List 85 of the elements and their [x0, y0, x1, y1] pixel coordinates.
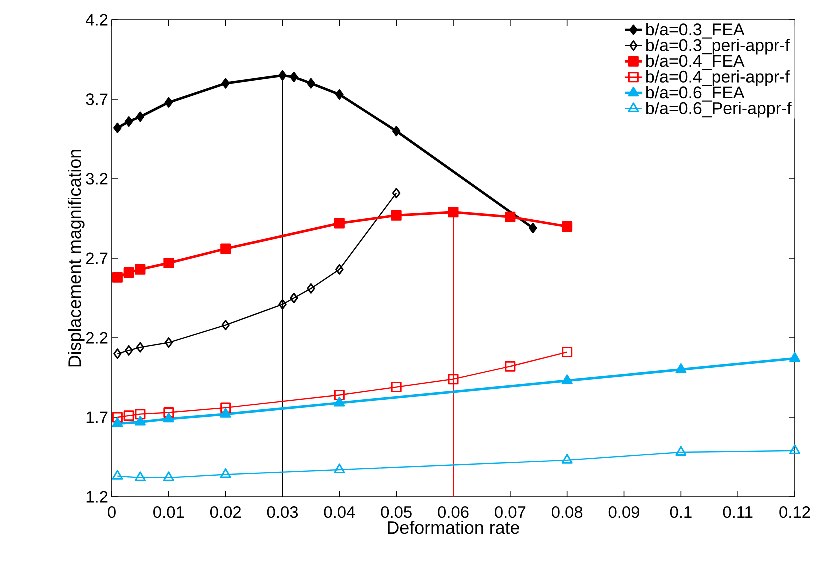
point — [164, 258, 174, 269]
legend-label: b/a=0.4_peri-appr-f — [646, 70, 790, 86]
point — [112, 418, 124, 428]
point — [112, 272, 123, 283]
x-tick-label: 0.03 — [267, 506, 298, 518]
point — [334, 396, 346, 407]
point — [114, 122, 122, 134]
point — [278, 299, 287, 310]
point — [164, 407, 174, 418]
legend-label: b/a=0.3_peri-appr-f — [646, 38, 790, 55]
point — [290, 292, 298, 304]
x-tick-label: 0.07 — [495, 506, 526, 518]
point — [112, 470, 124, 480]
x-axis-title: Deformation rate — [388, 520, 520, 534]
point — [163, 412, 174, 423]
point — [220, 468, 232, 478]
y-axis-title: Displacement magnification — [68, 150, 85, 367]
point — [124, 268, 134, 278]
point — [124, 345, 134, 356]
point — [134, 472, 146, 482]
point — [676, 446, 687, 456]
point — [334, 390, 345, 400]
y-tick-label: 3.2 — [86, 173, 108, 185]
point — [789, 444, 801, 454]
x-tick-label: 0 — [108, 506, 116, 518]
legend-label: b/a=0.6_FEA — [646, 86, 745, 102]
point — [448, 207, 459, 218]
point — [562, 374, 573, 384]
point — [336, 89, 344, 100]
legend-label: b/a=0.6_Peri-appr-f — [646, 102, 792, 118]
point — [391, 382, 402, 393]
legend-label: b/a=0.3_FEA — [646, 23, 745, 39]
x-tick-label: 0.04 — [324, 506, 356, 518]
point — [334, 218, 345, 229]
x-tick-label: 0.01 — [154, 506, 184, 518]
x-tick-label: 0.11 — [723, 506, 753, 518]
point — [220, 402, 232, 414]
point — [136, 342, 145, 353]
point — [222, 320, 230, 331]
point — [220, 244, 232, 254]
point — [562, 347, 573, 358]
point — [134, 416, 146, 426]
x-tick-label: 0.08 — [552, 506, 583, 518]
point — [505, 212, 516, 222]
y-tick-label: 4.2 — [86, 14, 108, 26]
x-tick-label: 0.12 — [780, 506, 810, 518]
x-tick-label: 0.09 — [608, 506, 640, 518]
legend-label: b/a=0.4_FEA — [646, 54, 745, 70]
point — [164, 338, 174, 348]
point — [676, 364, 687, 374]
point — [290, 72, 298, 82]
point — [135, 409, 146, 420]
point — [135, 264, 146, 275]
point — [114, 348, 122, 360]
point — [505, 361, 516, 372]
point — [392, 126, 401, 137]
y-tick-label: 2.7 — [86, 252, 108, 264]
point — [562, 454, 573, 464]
point — [334, 464, 346, 474]
point — [391, 210, 402, 221]
point — [136, 112, 145, 122]
point — [307, 78, 316, 89]
y-tick-label: 1.2 — [86, 491, 108, 503]
point — [392, 188, 401, 199]
y-tick-label: 3.7 — [86, 94, 108, 106]
point — [124, 116, 134, 128]
point — [336, 264, 344, 275]
point — [124, 410, 134, 422]
point — [278, 70, 287, 81]
x-tick-label: 0.05 — [381, 506, 412, 518]
point — [220, 408, 232, 418]
x-tick-label: 0.02 — [210, 506, 241, 518]
point — [112, 412, 123, 423]
y-tick-label: 2.2 — [86, 332, 108, 344]
x-tick-label: 0.06 — [438, 506, 469, 518]
point — [789, 352, 801, 362]
point — [448, 374, 459, 385]
point — [307, 283, 316, 294]
point — [562, 221, 573, 232]
point — [529, 223, 538, 234]
point — [222, 78, 230, 89]
point — [164, 97, 174, 108]
point — [163, 472, 174, 482]
x-tick-label: 0.1 — [670, 506, 692, 518]
y-tick-label: 1.7 — [86, 412, 108, 424]
